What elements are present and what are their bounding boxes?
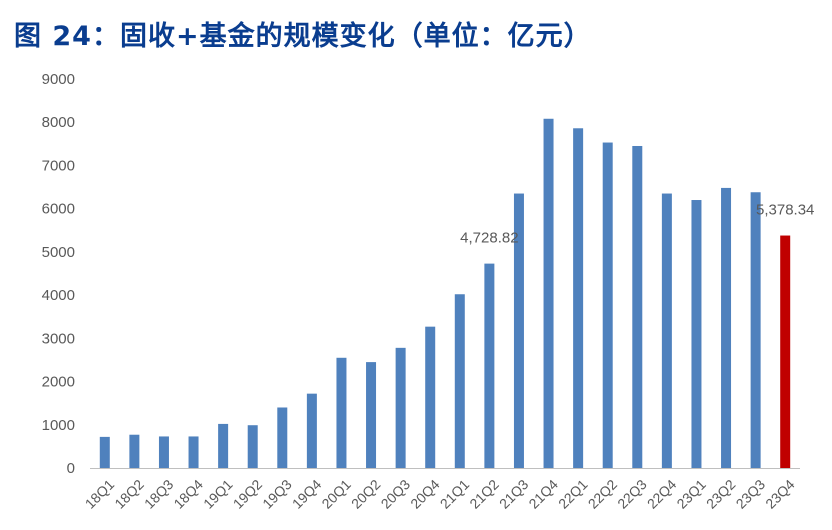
x-tick-label: 19Q4 [289, 476, 325, 512]
x-tick-label: 20Q2 [348, 476, 384, 512]
bar-19Q4 [306, 393, 317, 468]
x-tick-label: 23Q3 [733, 476, 769, 512]
y-tick-label: 3000 [42, 330, 75, 347]
data-label: 4,728.82 [460, 230, 518, 247]
x-tick-label: 18Q3 [141, 476, 177, 512]
x-tick-label: 23Q4 [762, 476, 798, 512]
y-tick-label: 4000 [42, 287, 75, 304]
x-tick-label: 18Q1 [82, 476, 118, 512]
x-tick-label: 18Q2 [111, 476, 147, 512]
bar-19Q3 [277, 407, 288, 468]
y-tick-label: 9000 [42, 71, 75, 88]
bar-19Q1 [218, 423, 229, 468]
bar-22Q3 [632, 145, 643, 468]
bar-19Q2 [247, 425, 258, 468]
bar-21Q2 [484, 263, 495, 468]
x-tick-label: 21Q4 [525, 476, 561, 512]
y-tick-label: 1000 [42, 417, 75, 434]
y-tick-label: 5000 [42, 244, 75, 261]
y-tick-label: 8000 [42, 114, 75, 131]
bar-20Q4 [425, 326, 436, 468]
x-tick-label: 18Q4 [170, 476, 206, 512]
bar-23Q3 [750, 192, 761, 468]
bar-21Q1 [454, 294, 465, 468]
y-tick-label: 6000 [42, 201, 75, 218]
bar-22Q2 [602, 142, 613, 468]
bar-18Q2 [129, 434, 140, 468]
bar-18Q1 [99, 436, 110, 468]
bar-18Q3 [158, 436, 169, 468]
x-tick-label: 19Q2 [230, 476, 266, 512]
x-tick-label: 21Q2 [466, 476, 502, 512]
x-tick-label: 22Q2 [585, 476, 621, 512]
y-tick-label: 2000 [42, 374, 75, 391]
x-tick-label: 23Q1 [673, 476, 709, 512]
bar-18Q4 [188, 436, 199, 468]
x-tick-label: 22Q1 [555, 476, 591, 512]
y-tick-label: 7000 [42, 157, 75, 174]
bar-20Q1 [336, 357, 347, 468]
bar-21Q4 [543, 118, 554, 469]
y-tick-label: 0 [67, 460, 75, 477]
chart-title: 图 24：固收+基金的规模变化（单位：亿元） [14, 21, 592, 52]
x-tick-label: 19Q1 [200, 476, 236, 512]
bar-22Q1 [573, 128, 584, 469]
x-tick-label: 23Q2 [703, 476, 739, 512]
x-tick-label: 20Q1 [318, 476, 354, 512]
x-tick-label: 20Q4 [407, 476, 443, 512]
x-tick-label: 21Q1 [437, 476, 473, 512]
bar-23Q2 [721, 187, 732, 469]
bar-20Q3 [395, 347, 406, 468]
x-tick-label: 22Q4 [644, 476, 680, 512]
x-tick-label: 22Q3 [614, 476, 650, 512]
x-tick-label: 19Q3 [259, 476, 295, 512]
bar-21Q3 [513, 193, 524, 469]
bar-23Q4 [780, 235, 791, 468]
bar-22Q4 [661, 193, 672, 469]
x-tick-label: 21Q3 [496, 476, 532, 512]
x-tick-label: 20Q3 [378, 476, 414, 512]
data-label: 5,378.34 [756, 202, 814, 219]
bar-20Q2 [366, 362, 377, 468]
bar-23Q1 [691, 200, 702, 468]
